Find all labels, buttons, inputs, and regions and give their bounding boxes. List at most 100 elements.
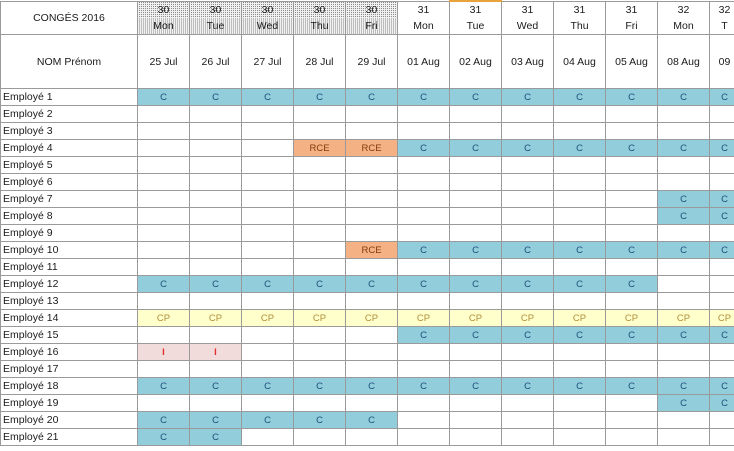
empty-day-cell[interactable] (137, 241, 190, 259)
empty-day-cell[interactable] (293, 224, 346, 242)
employee-name-cell[interactable]: Employé 5 (0, 156, 138, 174)
empty-day-cell[interactable] (397, 122, 450, 140)
empty-day-cell[interactable] (397, 224, 450, 242)
leave-code-cell[interactable]: C (709, 190, 734, 208)
empty-day-cell[interactable] (397, 360, 450, 378)
employee-name-cell[interactable]: Employé 16 (0, 343, 138, 361)
leave-code-cell[interactable]: RCE (293, 139, 346, 157)
week-number-cell[interactable]: 31 (449, 0, 502, 18)
date-header-cell[interactable]: 05 Aug (605, 34, 658, 89)
empty-day-cell[interactable] (449, 190, 502, 208)
empty-day-cell[interactable] (657, 275, 710, 293)
leave-code-cell[interactable]: C (501, 88, 554, 106)
day-name-cell[interactable]: Wed (501, 18, 554, 35)
week-number-cell[interactable]: 30 (241, 0, 294, 18)
employee-name-cell[interactable]: Employé 8 (0, 207, 138, 225)
leave-code-cell[interactable]: C (345, 88, 398, 106)
employee-name-cell[interactable]: Employé 12 (0, 275, 138, 293)
employee-name-cell[interactable]: Employé 20 (0, 411, 138, 429)
employee-name-cell[interactable]: Employé 9 (0, 224, 138, 242)
empty-day-cell[interactable] (449, 292, 502, 310)
leave-code-cell[interactable]: C (605, 139, 658, 157)
date-header-cell[interactable]: 29 Jul (345, 34, 398, 89)
day-name-cell[interactable]: Mon (397, 18, 450, 35)
leave-code-cell[interactable]: CP (137, 309, 190, 327)
empty-day-cell[interactable] (605, 411, 658, 429)
leave-code-cell[interactable]: C (605, 377, 658, 395)
empty-day-cell[interactable] (345, 258, 398, 276)
leave-code-cell[interactable]: C (553, 326, 606, 344)
day-name-cell[interactable]: Fri (605, 18, 658, 35)
empty-day-cell[interactable] (345, 173, 398, 191)
empty-day-cell[interactable] (553, 292, 606, 310)
leave-code-cell[interactable]: CP (709, 309, 734, 327)
empty-day-cell[interactable] (449, 394, 502, 412)
employee-name-cell[interactable]: Employé 2 (0, 105, 138, 123)
leave-code-cell[interactable]: C (449, 377, 502, 395)
leave-code-cell[interactable]: C (397, 377, 450, 395)
leave-code-cell[interactable]: RCE (345, 241, 398, 259)
empty-day-cell[interactable] (501, 156, 554, 174)
empty-day-cell[interactable] (397, 343, 450, 361)
empty-day-cell[interactable] (553, 190, 606, 208)
leave-code-cell[interactable]: C (605, 275, 658, 293)
empty-day-cell[interactable] (241, 190, 294, 208)
empty-day-cell[interactable] (137, 258, 190, 276)
empty-day-cell[interactable] (449, 105, 502, 123)
empty-day-cell[interactable] (449, 343, 502, 361)
date-header-cell[interactable]: 27 Jul (241, 34, 294, 89)
empty-day-cell[interactable] (189, 326, 242, 344)
leave-code-cell[interactable]: CP (501, 309, 554, 327)
empty-day-cell[interactable] (501, 292, 554, 310)
empty-day-cell[interactable] (553, 156, 606, 174)
leave-code-cell[interactable]: I (137, 343, 190, 361)
date-header-cell[interactable]: 02 Aug (449, 34, 502, 89)
empty-day-cell[interactable] (189, 394, 242, 412)
empty-day-cell[interactable] (397, 105, 450, 123)
empty-day-cell[interactable] (345, 207, 398, 225)
empty-day-cell[interactable] (241, 394, 294, 412)
empty-day-cell[interactable] (553, 105, 606, 123)
empty-day-cell[interactable] (553, 122, 606, 140)
leave-code-cell[interactable]: C (241, 377, 294, 395)
week-number-cell[interactable]: 30 (345, 0, 398, 18)
empty-day-cell[interactable] (605, 105, 658, 123)
week-number-cell[interactable]: 30 (189, 0, 242, 18)
empty-day-cell[interactable] (241, 360, 294, 378)
empty-day-cell[interactable] (241, 173, 294, 191)
leave-code-cell[interactable]: CP (345, 309, 398, 327)
date-header-cell[interactable]: 03 Aug (501, 34, 554, 89)
employee-name-cell[interactable]: Employé 1 (0, 88, 138, 106)
leave-code-cell[interactable]: C (657, 190, 710, 208)
empty-day-cell[interactable] (709, 428, 734, 446)
week-number-cell[interactable]: 30 (293, 0, 346, 18)
leave-code-cell[interactable]: C (449, 241, 502, 259)
leave-code-cell[interactable]: C (345, 411, 398, 429)
leave-code-cell[interactable]: C (709, 88, 734, 106)
name-column-header[interactable]: NOM Prénom (0, 34, 138, 89)
empty-day-cell[interactable] (605, 173, 658, 191)
leave-code-cell[interactable]: C (241, 411, 294, 429)
leave-code-cell[interactable]: C (501, 326, 554, 344)
leave-code-cell[interactable]: C (397, 139, 450, 157)
date-header-cell[interactable]: 25 Jul (137, 34, 190, 89)
empty-day-cell[interactable] (605, 258, 658, 276)
leave-code-cell[interactable]: C (189, 428, 242, 446)
empty-day-cell[interactable] (449, 224, 502, 242)
empty-day-cell[interactable] (397, 173, 450, 191)
empty-day-cell[interactable] (137, 224, 190, 242)
leave-code-cell[interactable]: C (397, 88, 450, 106)
empty-day-cell[interactable] (501, 190, 554, 208)
empty-day-cell[interactable] (605, 190, 658, 208)
empty-day-cell[interactable] (293, 105, 346, 123)
empty-day-cell[interactable] (137, 207, 190, 225)
empty-day-cell[interactable] (657, 224, 710, 242)
empty-day-cell[interactable] (449, 258, 502, 276)
empty-day-cell[interactable] (709, 411, 734, 429)
empty-day-cell[interactable] (501, 428, 554, 446)
employee-name-cell[interactable]: Employé 3 (0, 122, 138, 140)
empty-day-cell[interactable] (657, 105, 710, 123)
empty-day-cell[interactable] (189, 258, 242, 276)
empty-day-cell[interactable] (293, 326, 346, 344)
date-header-cell[interactable]: 04 Aug (553, 34, 606, 89)
